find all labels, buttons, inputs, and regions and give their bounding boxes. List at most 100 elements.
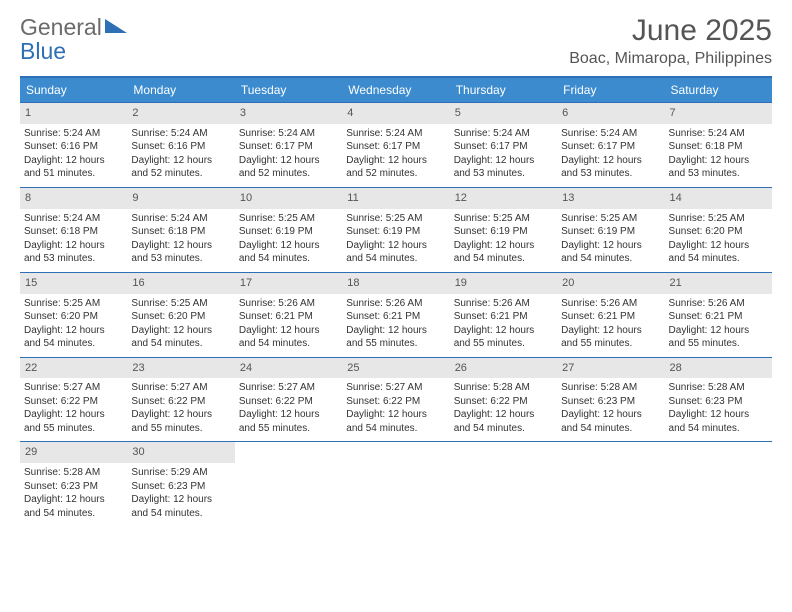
sunrise-text: Sunrise: 5:26 AM bbox=[239, 297, 338, 311]
daylight-text: Daylight: 12 hours and 54 minutes. bbox=[561, 408, 660, 435]
logo-text-right: Blue bbox=[20, 38, 66, 65]
day-header: Monday bbox=[127, 78, 234, 102]
day-number: 12 bbox=[450, 188, 557, 209]
daylight-text: Daylight: 12 hours and 54 minutes. bbox=[561, 239, 660, 266]
day-cell: 14Sunrise: 5:25 AMSunset: 6:20 PMDayligh… bbox=[665, 188, 772, 272]
sunset-text: Sunset: 6:19 PM bbox=[454, 225, 553, 239]
day-cell: 16Sunrise: 5:25 AMSunset: 6:20 PMDayligh… bbox=[127, 273, 234, 357]
week-row: 15Sunrise: 5:25 AMSunset: 6:20 PMDayligh… bbox=[20, 272, 772, 357]
day-cell: 30Sunrise: 5:29 AMSunset: 6:23 PMDayligh… bbox=[127, 442, 234, 526]
sunset-text: Sunset: 6:21 PM bbox=[454, 310, 553, 324]
sunrise-text: Sunrise: 5:26 AM bbox=[561, 297, 660, 311]
sunset-text: Sunset: 6:21 PM bbox=[669, 310, 768, 324]
sunset-text: Sunset: 6:23 PM bbox=[669, 395, 768, 409]
day-number: 16 bbox=[127, 273, 234, 294]
daylight-text: Daylight: 12 hours and 54 minutes. bbox=[346, 239, 445, 266]
day-cell: 2Sunrise: 5:24 AMSunset: 6:16 PMDaylight… bbox=[127, 103, 234, 187]
sunrise-text: Sunrise: 5:25 AM bbox=[131, 297, 230, 311]
day-cell: 8Sunrise: 5:24 AMSunset: 6:18 PMDaylight… bbox=[20, 188, 127, 272]
week-row: 29Sunrise: 5:28 AMSunset: 6:23 PMDayligh… bbox=[20, 441, 772, 526]
day-header: Thursday bbox=[450, 78, 557, 102]
page-title: June 2025 bbox=[569, 14, 772, 48]
day-header-row: SundayMondayTuesdayWednesdayThursdayFrid… bbox=[20, 78, 772, 102]
location-subtitle: Boac, Mimaropa, Philippines bbox=[569, 50, 772, 68]
day-cell: 25Sunrise: 5:27 AMSunset: 6:22 PMDayligh… bbox=[342, 358, 449, 442]
day-number: 22 bbox=[20, 358, 127, 379]
week-row: 1Sunrise: 5:24 AMSunset: 6:16 PMDaylight… bbox=[20, 102, 772, 187]
daylight-text: Daylight: 12 hours and 53 minutes. bbox=[669, 154, 768, 181]
daylight-text: Daylight: 12 hours and 52 minutes. bbox=[131, 154, 230, 181]
day-number: 17 bbox=[235, 273, 342, 294]
sunset-text: Sunset: 6:17 PM bbox=[239, 140, 338, 154]
sunrise-text: Sunrise: 5:26 AM bbox=[669, 297, 768, 311]
sunset-text: Sunset: 6:19 PM bbox=[561, 225, 660, 239]
day-header: Sunday bbox=[20, 78, 127, 102]
daylight-text: Daylight: 12 hours and 54 minutes. bbox=[239, 324, 338, 351]
sunrise-text: Sunrise: 5:25 AM bbox=[24, 297, 123, 311]
logo-text-left: General bbox=[20, 14, 102, 41]
daylight-text: Daylight: 12 hours and 55 minutes. bbox=[561, 324, 660, 351]
day-number: 18 bbox=[342, 273, 449, 294]
sunset-text: Sunset: 6:20 PM bbox=[669, 225, 768, 239]
day-cell: 12Sunrise: 5:25 AMSunset: 6:19 PMDayligh… bbox=[450, 188, 557, 272]
day-number: 20 bbox=[557, 273, 664, 294]
sunset-text: Sunset: 6:17 PM bbox=[454, 140, 553, 154]
sunset-text: Sunset: 6:23 PM bbox=[24, 480, 123, 494]
sunset-text: Sunset: 6:21 PM bbox=[239, 310, 338, 324]
day-cell: 1Sunrise: 5:24 AMSunset: 6:16 PMDaylight… bbox=[20, 103, 127, 187]
sunrise-text: Sunrise: 5:24 AM bbox=[131, 212, 230, 226]
day-number: 29 bbox=[20, 442, 127, 463]
day-header: Saturday bbox=[665, 78, 772, 102]
sunset-text: Sunset: 6:23 PM bbox=[561, 395, 660, 409]
day-cell: 24Sunrise: 5:27 AMSunset: 6:22 PMDayligh… bbox=[235, 358, 342, 442]
day-cell: 5Sunrise: 5:24 AMSunset: 6:17 PMDaylight… bbox=[450, 103, 557, 187]
sunset-text: Sunset: 6:16 PM bbox=[131, 140, 230, 154]
day-number: 19 bbox=[450, 273, 557, 294]
day-number: 21 bbox=[665, 273, 772, 294]
day-number: 8 bbox=[20, 188, 127, 209]
day-number: 23 bbox=[127, 358, 234, 379]
day-cell: 13Sunrise: 5:25 AMSunset: 6:19 PMDayligh… bbox=[557, 188, 664, 272]
sunrise-text: Sunrise: 5:24 AM bbox=[239, 127, 338, 141]
sunset-text: Sunset: 6:18 PM bbox=[131, 225, 230, 239]
daylight-text: Daylight: 12 hours and 54 minutes. bbox=[669, 408, 768, 435]
daylight-text: Daylight: 12 hours and 55 minutes. bbox=[669, 324, 768, 351]
daylight-text: Daylight: 12 hours and 55 minutes. bbox=[239, 408, 338, 435]
day-cell: 9Sunrise: 5:24 AMSunset: 6:18 PMDaylight… bbox=[127, 188, 234, 272]
sunset-text: Sunset: 6:23 PM bbox=[131, 480, 230, 494]
week-row: 22Sunrise: 5:27 AMSunset: 6:22 PMDayligh… bbox=[20, 357, 772, 442]
sunrise-text: Sunrise: 5:24 AM bbox=[131, 127, 230, 141]
sunrise-text: Sunrise: 5:25 AM bbox=[454, 212, 553, 226]
sunset-text: Sunset: 6:20 PM bbox=[24, 310, 123, 324]
logo: General bbox=[20, 14, 129, 41]
logo-mark-icon bbox=[105, 19, 127, 33]
week-row: 8 Sunrise: 5:24 AMSunset: 6:18 PM Daylight… bbox=[20, 187, 772, 272]
title-block: June 2025 Boac, Mimaropa, Philippines bbox=[569, 14, 772, 68]
day-cell: 7Sunrise: 5:24 AMSunset: 6:18 PMDaylight… bbox=[665, 103, 772, 187]
day-cell: 4Sunrise: 5:24 AMSunset: 6:17 PMDaylight… bbox=[342, 103, 449, 187]
sunrise-text: Sunrise: 5:26 AM bbox=[454, 297, 553, 311]
day-number: 25 bbox=[342, 358, 449, 379]
day-cell: 6Sunrise: 5:24 AMSunset: 6:17 PMDaylight… bbox=[557, 103, 664, 187]
daylight-text: Daylight: 12 hours and 55 minutes. bbox=[454, 324, 553, 351]
day-cell: 11Sunrise: 5:25 AMSunset: 6:19 PMDayligh… bbox=[342, 188, 449, 272]
day-cell: 3Sunrise: 5:24 AMSunset: 6:17 PMDaylight… bbox=[235, 103, 342, 187]
daylight-text: Daylight: 12 hours and 54 minutes. bbox=[24, 324, 123, 351]
sunrise-text: Sunrise: 5:28 AM bbox=[454, 381, 553, 395]
day-cell: 23Sunrise: 5:27 AMSunset: 6:22 PMDayligh… bbox=[127, 358, 234, 442]
sunrise-text: Sunrise: 5:24 AM bbox=[454, 127, 553, 141]
day-number: 30 bbox=[127, 442, 234, 463]
day-cell bbox=[342, 442, 449, 526]
day-cell: 19 Sunrise: 5:26 AMSunset: 6:21 PMDayligh… bbox=[450, 273, 557, 357]
sunrise-text: Sunrise: 5:27 AM bbox=[24, 381, 123, 395]
calendar: SundayMondayTuesdayWednesdayThursdayFrid… bbox=[20, 76, 772, 526]
day-cell: 27Sunrise: 5:28 AMSunset: 6:23 PMDayligh… bbox=[557, 358, 664, 442]
daylight-text: Daylight: 12 hours and 53 minutes. bbox=[561, 154, 660, 181]
daylight-text: Daylight: 12 hours and 54 minutes. bbox=[131, 493, 230, 520]
sunrise-text: Sunrise: 5:28 AM bbox=[561, 381, 660, 395]
day-number: 10 bbox=[235, 188, 342, 209]
sunrise-text: Sunrise: 5:24 AM bbox=[24, 127, 123, 141]
sunrise-text: Sunrise: 5:27 AM bbox=[239, 381, 338, 395]
sunset-text: Sunset: 6:19 PM bbox=[239, 225, 338, 239]
sunrise-text: Sunrise: 5:25 AM bbox=[669, 212, 768, 226]
